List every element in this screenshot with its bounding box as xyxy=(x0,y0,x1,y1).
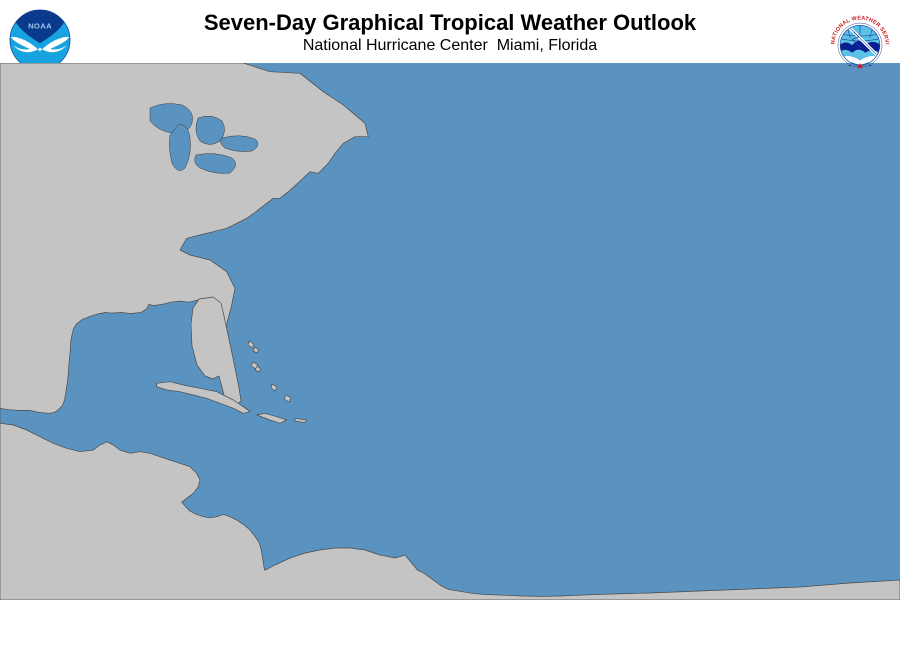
svg-text:NOAA: NOAA xyxy=(28,21,52,30)
